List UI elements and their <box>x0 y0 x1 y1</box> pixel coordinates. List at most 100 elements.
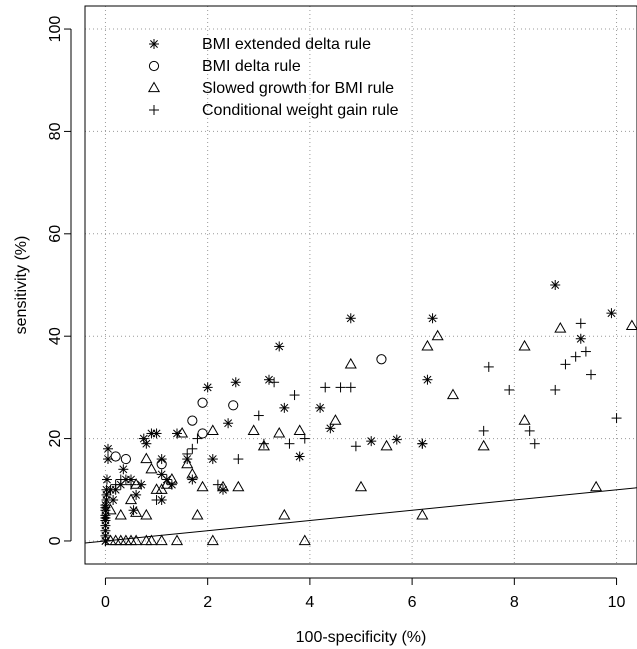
data-point-asterisk <box>325 423 336 434</box>
data-point-plus <box>299 433 310 444</box>
y-tick-label: 60 <box>47 225 64 243</box>
x-tick-label: 2 <box>203 594 212 611</box>
data-point-asterisk <box>366 436 377 447</box>
data-point-triangle <box>518 414 531 425</box>
data-point-triangle <box>181 457 194 469</box>
data-point-plus <box>269 377 280 388</box>
data-point-triangle <box>247 424 260 435</box>
data-point-asterisk <box>315 402 326 413</box>
plot-frame <box>84 5 637 565</box>
legend-symbol-plus <box>149 105 159 115</box>
data-point-circle <box>120 453 131 465</box>
data-point-triangle <box>518 339 531 351</box>
data-point-circle <box>110 451 121 462</box>
data-point-plus <box>151 495 162 506</box>
data-point-plus <box>212 479 223 490</box>
data-point-asterisk <box>422 374 433 385</box>
data-point-triangle <box>206 534 219 546</box>
data-point-asterisk <box>218 484 228 495</box>
data-point-plus <box>345 382 356 393</box>
data-point-plus <box>115 474 126 485</box>
data-point-asterisk <box>151 428 162 439</box>
data-point-triangle <box>380 439 393 451</box>
data-point-triangle <box>155 534 168 546</box>
data-point-plus <box>335 382 346 393</box>
data-point-plus <box>110 479 121 490</box>
data-point-triangle <box>625 319 637 331</box>
data-point-asterisk <box>101 474 112 485</box>
data-point-triangle <box>130 478 143 489</box>
data-point-triangle <box>104 503 117 515</box>
legend-label: Slowed growth for BMI rule <box>202 80 394 97</box>
data-point-asterisk <box>187 474 198 485</box>
y-tick-label: 20 <box>47 430 64 448</box>
data-point-triangle <box>114 508 127 520</box>
grid <box>85 6 637 564</box>
data-point-asterisk <box>575 333 586 344</box>
legend-label: BMI delta rule <box>202 58 301 75</box>
data-point-triangle <box>431 329 444 341</box>
data-point-triangle <box>257 439 270 451</box>
data-point-triangle <box>278 508 291 520</box>
data-point-triangle <box>124 493 138 505</box>
data-points <box>100 280 637 546</box>
data-point-plus <box>417 438 428 449</box>
data-point-plus <box>126 479 136 490</box>
data-point-plus <box>253 410 264 421</box>
data-point-plus <box>350 441 361 452</box>
data-point-asterisk <box>141 438 152 449</box>
x-tick-label: 0 <box>101 594 110 611</box>
data-point-circle <box>197 428 208 439</box>
legend-symbol-asterisk <box>149 39 159 49</box>
y-tick-label: 80 <box>47 122 64 140</box>
data-point-plus <box>575 318 586 329</box>
data-point-circle <box>197 397 208 408</box>
data-point-circle <box>187 415 198 426</box>
data-point-asterisk <box>207 454 218 465</box>
data-point-plus <box>550 384 561 395</box>
data-point-triangle <box>421 339 434 351</box>
data-point-triangle <box>170 534 184 546</box>
x-axis: 0 2 4 6 8 10 <box>101 577 626 611</box>
data-point-asterisk <box>223 418 234 429</box>
x-tick-label: 10 <box>608 594 626 611</box>
data-point-asterisk <box>230 377 241 388</box>
data-point-asterisk <box>126 474 136 485</box>
x-tick-label: 8 <box>510 594 519 611</box>
data-point-triangle <box>191 508 204 520</box>
data-point-asterisk <box>606 308 617 319</box>
data-point-plus <box>611 413 622 424</box>
data-point-triangle <box>155 483 168 494</box>
data-point-plus <box>187 443 198 454</box>
y-tick-label: 40 <box>47 327 64 345</box>
data-point-triangle <box>130 506 143 517</box>
data-point-asterisk <box>202 382 213 393</box>
data-point-asterisk <box>274 341 285 352</box>
data-point-triangle <box>130 534 143 546</box>
data-point-triangle <box>216 480 230 492</box>
data-point-plus <box>586 369 596 380</box>
data-point-triangle <box>446 388 460 400</box>
data-point-asterisk <box>156 495 167 506</box>
data-point-asterisk <box>391 434 402 445</box>
data-point-triangle <box>124 534 138 546</box>
data-point-plus <box>284 438 295 449</box>
data-point-asterisk <box>103 443 113 454</box>
data-point-asterisk <box>131 489 142 500</box>
data-point-asterisk <box>108 495 119 506</box>
data-point-triangle <box>590 480 603 492</box>
data-point-plus <box>570 351 581 362</box>
data-point-triangle <box>232 480 245 492</box>
reference-lines <box>84 487 637 544</box>
y-tick-label: 100 <box>47 16 64 43</box>
data-point-triangle <box>165 473 178 484</box>
data-point-plus <box>233 454 244 465</box>
data-point-plus <box>524 425 535 436</box>
data-point-circle <box>376 354 387 365</box>
data-point-triangle <box>145 462 158 474</box>
data-point-triangle <box>354 480 368 492</box>
data-point-triangle <box>145 534 158 546</box>
data-point-asterisk <box>118 464 129 475</box>
data-point-triangle <box>186 467 199 479</box>
